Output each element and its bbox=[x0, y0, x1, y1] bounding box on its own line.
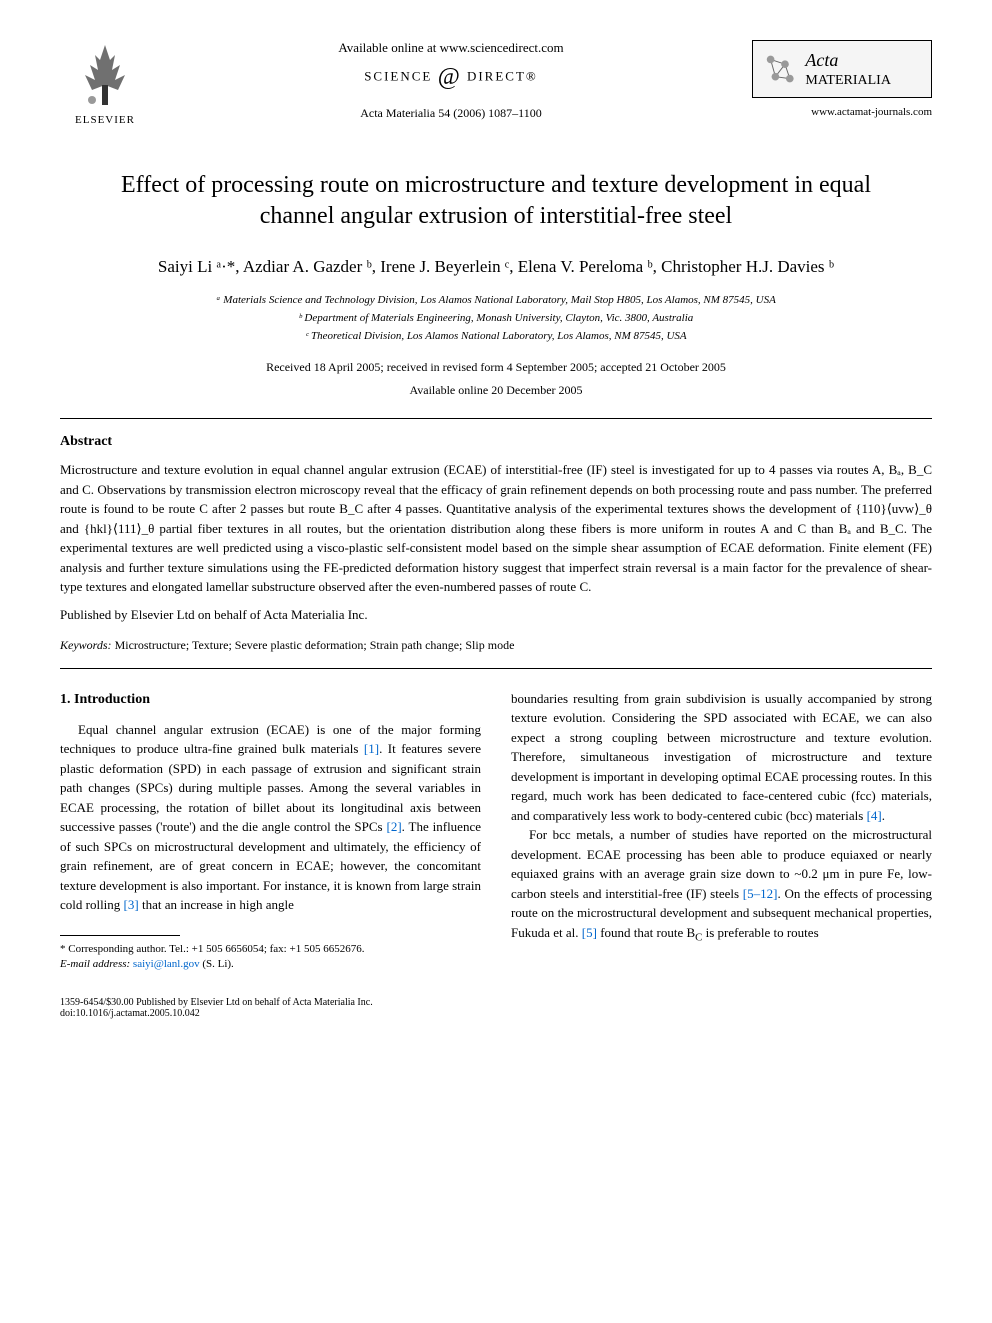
header-center: Available online at www.sciencedirect.co… bbox=[150, 40, 752, 121]
materialia-word: MATERIALIA bbox=[805, 73, 891, 88]
body-columns: 1. Introduction Equal channel angular ex… bbox=[60, 689, 932, 973]
footer: 1359-6454/$30.00 Published by Elsevier L… bbox=[60, 997, 932, 1019]
ref-link[interactable]: [4] bbox=[867, 808, 882, 823]
corresponding-author: * Corresponding author. Tel.: +1 505 665… bbox=[60, 942, 481, 957]
article-dates: Received 18 April 2005; received in revi… bbox=[60, 360, 932, 375]
affiliation-c: ᶜ Theoretical Division, Los Alamos Natio… bbox=[60, 328, 932, 346]
header: ELSEVIER Available online at www.science… bbox=[60, 40, 932, 140]
available-online-text: Available online at www.sciencedirect.co… bbox=[150, 40, 752, 56]
email-footnote: E-mail address: saiyi@lanl.gov (S. Li). bbox=[60, 957, 481, 972]
keywords: Keywords: Microstructure; Texture; Sever… bbox=[60, 638, 932, 653]
acta-word: Acta bbox=[805, 50, 838, 70]
keywords-label: Keywords: bbox=[60, 638, 112, 652]
body-para-left: Equal channel angular extrusion (ECAE) i… bbox=[60, 720, 481, 915]
available-online-date: Available online 20 December 2005 bbox=[60, 383, 932, 398]
sd-at-icon: @ bbox=[438, 64, 462, 90]
ref-link[interactable]: [1] bbox=[364, 741, 379, 756]
right-column: boundaries resulting from grain subdivis… bbox=[511, 689, 932, 973]
email-label: E-mail address: bbox=[60, 958, 133, 970]
body-para-right-1: boundaries resulting from grain subdivis… bbox=[511, 689, 932, 826]
ref-link[interactable]: [3] bbox=[124, 897, 139, 912]
doi-text: doi:10.1016/j.actamat.2005.10.042 bbox=[60, 1008, 932, 1019]
ref-link[interactable]: [2] bbox=[386, 819, 401, 834]
acta-molecule-icon bbox=[761, 49, 799, 89]
footnote-divider bbox=[60, 935, 180, 936]
elsevier-logo: ELSEVIER bbox=[60, 40, 150, 140]
divider-bottom bbox=[60, 668, 932, 669]
journal-reference: Acta Materialia 54 (2006) 1087–1100 bbox=[150, 106, 752, 121]
abstract-text: Microstructure and texture evolution in … bbox=[60, 460, 932, 597]
email-suffix: (S. Li). bbox=[200, 958, 234, 970]
acta-logo-box: Acta MATERIALIA bbox=[752, 40, 932, 98]
copyright-text: 1359-6454/$30.00 Published by Elsevier L… bbox=[60, 997, 932, 1008]
body-para-right-2: For bcc metals, a number of studies have… bbox=[511, 825, 932, 945]
affiliations: ᵃ Materials Science and Technology Divis… bbox=[60, 292, 932, 345]
elsevier-label: ELSEVIER bbox=[75, 114, 135, 126]
authors-list: Saiyi Li ᵃ·*, Azdiar A. Gazder ᵇ, Irene … bbox=[60, 257, 932, 277]
keywords-text: Microstructure; Texture; Severe plastic … bbox=[112, 638, 515, 652]
abstract-heading: Abstract bbox=[60, 434, 932, 450]
elsevier-tree-icon bbox=[70, 40, 140, 110]
left-column: 1. Introduction Equal channel angular ex… bbox=[60, 689, 481, 973]
ref-link[interactable]: [5] bbox=[582, 925, 597, 940]
ref-link[interactable]: [5–12] bbox=[743, 886, 778, 901]
section-heading: 1. Introduction bbox=[60, 689, 481, 710]
direct-text: DIRECT® bbox=[467, 68, 538, 83]
email-link[interactable]: saiyi@lanl.gov bbox=[133, 958, 200, 970]
journal-url: www.actamat-journals.com bbox=[811, 106, 932, 118]
affiliation-b: ᵇ Department of Materials Engineering, M… bbox=[60, 310, 932, 328]
acta-logo-block: Acta MATERIALIA www.actamat-journals.com bbox=[752, 40, 932, 118]
science-direct-logo: SCIENCE @ DIRECT® bbox=[150, 64, 752, 91]
science-text: SCIENCE bbox=[364, 68, 432, 83]
publisher-note: Published by Elsevier Ltd on behalf of A… bbox=[60, 607, 932, 623]
divider-top bbox=[60, 418, 932, 419]
affiliation-a: ᵃ Materials Science and Technology Divis… bbox=[60, 292, 932, 310]
acta-title: Acta MATERIALIA bbox=[805, 50, 923, 89]
article-title: Effect of processing route on microstruc… bbox=[100, 170, 892, 232]
